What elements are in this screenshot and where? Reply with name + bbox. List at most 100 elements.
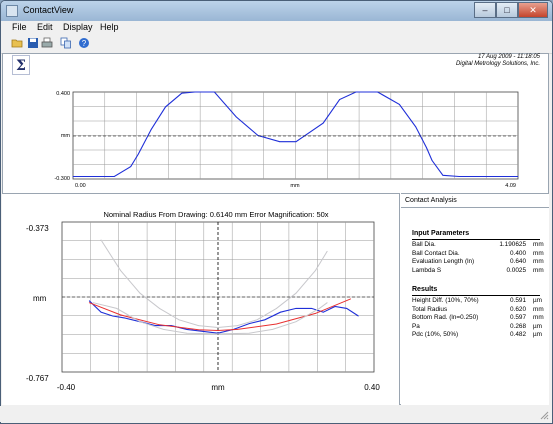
data-point-0 [426,147,428,149]
status-bar [0,406,551,422]
data-point-0 [295,308,297,309]
data-point-0 [186,328,188,330]
param-row: Pdc (10%, 50%) 0.482 µm [412,331,546,340]
open-folder-icon[interactable] [11,37,23,49]
data-point-1 [88,302,90,304]
data-point-0 [124,317,125,319]
panel-divider [401,207,549,208]
data-point-0 [399,104,400,105]
data-point-0 [311,308,312,309]
param-label: Ball Contact Dia. [412,249,460,257]
maximize-button[interactable]: □ [496,2,518,18]
data-point-1 [120,314,121,316]
param-unit: mm [533,266,544,274]
param-row: Height Diff. (10%, 70%) 0.591 µm [412,297,546,306]
x-tick-label: 4.09 [505,183,516,189]
menu-bar: File Edit Display Help [1,21,552,35]
x-axis-label: mm [211,383,225,392]
data-point-0 [355,91,357,93]
data-point-2 [315,269,316,271]
minimize-button[interactable]: – [474,2,496,18]
data-point-2 [159,308,160,309]
param-label: Ball Dia. [412,241,436,248]
series-line-0 [73,91,518,178]
y-tick-label: -0.373 [26,224,49,233]
data-point-2 [256,319,258,321]
data-point-1 [159,324,160,326]
param-row: Total Radius 0.620 mm [412,306,546,315]
param-unit: mm [533,305,544,313]
param-label: Evaluation Length (ln) [412,258,475,266]
data-point-3 [326,302,328,304]
param-value: 1.190625 [499,241,526,248]
data-point-0 [322,122,324,124]
param-value: 0.597 [510,314,526,322]
param-unit: µm [533,322,543,330]
menu-edit[interactable]: Edit [37,22,53,32]
svg-text:Σ: Σ [16,58,26,74]
title-bar[interactable]: ContactView – □ ✕ [1,1,552,21]
data-point-1 [350,298,351,300]
param-label: Height Diff. (10%, 70%) [412,297,479,304]
data-point-2 [326,250,328,252]
y-tick-label: 0.400 [56,91,70,97]
data-point-3 [217,333,219,335]
x-tick-label: 0.00 [75,183,86,189]
toolbar: ? [1,35,552,54]
data-point-0 [431,159,433,161]
data-point-0 [214,91,215,93]
data-point-0 [88,300,90,302]
data-point-0 [279,141,281,143]
sigma-logo-icon: Σ [12,55,30,75]
data-point-3 [92,302,94,304]
chart-title: Nominal Radius From Drawing: 0.6140 mm E… [103,210,328,219]
data-point-0 [112,315,114,317]
data-point-0 [517,176,519,177]
data-point-2 [198,325,199,326]
menu-display[interactable]: Display [63,22,93,32]
data-point-2 [276,308,277,309]
data-point-0 [264,319,266,321]
company-name: Digital Metrology Solutions, Inc. [455,61,540,67]
data-point-1 [276,323,277,325]
param-value: 0.0025 [506,266,526,274]
close-button[interactable]: ✕ [518,2,548,18]
window-title: ContactView [23,5,74,15]
data-point-3 [248,332,250,334]
param-row: Evaluation Length (ln) 0.640 mm [412,258,546,267]
data-point-2 [217,327,219,328]
param-label: Bottom Rad. (ln=0.250) [412,314,479,322]
y-tick-label: -0.300 [54,176,70,182]
resize-grip-icon[interactable] [539,410,549,420]
data-point-0 [194,91,196,93]
copy-icon[interactable] [60,37,72,49]
data-point-0 [130,166,132,167]
x-axis-label: mm [290,183,300,189]
data-point-1 [315,312,316,314]
menu-help[interactable]: Help [100,22,119,32]
save-icon[interactable] [27,37,39,49]
param-value: 0.400 [510,249,526,257]
input-params-title: Input Parameters [412,230,470,237]
help-icon[interactable]: ? [78,37,90,49]
print-icon[interactable] [41,37,53,49]
data-point-2 [100,239,102,241]
param-label: Lambda S [412,266,442,274]
x-tick-label: 0.40 [364,383,380,392]
data-point-0 [358,315,359,317]
param-value: 0.640 [510,258,526,266]
data-point-2 [178,319,180,321]
data-point-0 [217,332,219,334]
data-point-3 [116,308,117,309]
data-point-0 [248,323,250,325]
data-point-3 [139,321,141,323]
data-point-0 [334,306,336,307]
data-point-0 [442,174,444,176]
y-tick-label: -0.767 [26,374,49,383]
contact-chart: Nominal Radius From Drawing: 0.6140 mm E… [26,210,380,392]
menu-file[interactable]: File [12,22,27,32]
data-point-0 [150,128,152,130]
param-row: Ball Contact Dia. 0.400 mm [412,250,546,259]
data-point-2 [295,292,297,294]
param-unit: mm [533,249,544,257]
